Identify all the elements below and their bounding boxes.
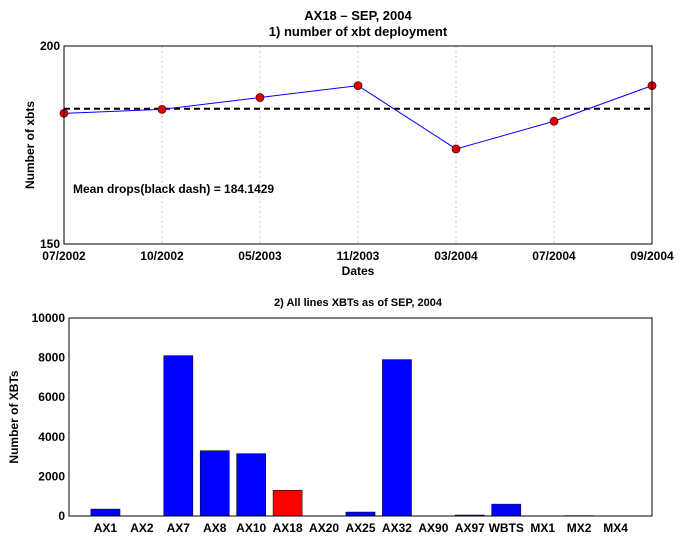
bar [382, 360, 411, 516]
bar-chart-bars [91, 356, 594, 516]
data-point [158, 105, 166, 113]
y-tick-label: 8000 [38, 351, 65, 365]
line-chart-x-label: Dates [342, 264, 375, 278]
line-chart-title: 1) number of xbt deployment [269, 24, 448, 39]
bar [492, 504, 521, 516]
x-tick-label: 09/2004 [630, 249, 674, 263]
x-tick-label: AX20 [309, 521, 339, 535]
bar-chart-y-ticks: 0 2000 4000 6000 8000 10000 [32, 311, 66, 523]
data-point [354, 82, 362, 90]
x-tick-label: AX18 [273, 521, 303, 535]
x-tick-label: 07/2002 [42, 249, 86, 263]
bar [200, 451, 229, 516]
data-point [256, 93, 264, 101]
x-tick-label: AX90 [418, 521, 448, 535]
bar-chart-y-label: Number of XBTs [7, 370, 21, 463]
y-tick-label: 4000 [38, 430, 65, 444]
y-tick-label: 6000 [38, 390, 65, 404]
bar-chart-title: 2) All lines XBTs as of SEP, 2004 [274, 297, 443, 309]
bar [164, 356, 193, 516]
x-tick-label: MX1 [530, 521, 555, 535]
data-point [550, 117, 558, 125]
figure-title: AX18 – SEP, 2004 [304, 8, 412, 23]
x-tick-label: AX2 [130, 521, 154, 535]
x-tick-label: 03/2004 [434, 249, 478, 263]
x-tick-label: AX7 [167, 521, 191, 535]
y-tick-label: 2000 [38, 469, 65, 483]
line-chart-grid [162, 46, 554, 244]
x-tick-label: 07/2004 [532, 249, 576, 263]
data-point [452, 145, 460, 153]
bar [91, 509, 120, 516]
y-tick-label: 200 [40, 39, 60, 53]
x-tick-label: AX97 [455, 521, 485, 535]
line-chart-x-ticks: 07/2002 10/2002 05/2003 11/2003 03/2004 07/20… [42, 249, 674, 263]
x-tick-label: MX4 [603, 521, 628, 535]
y-tick-label: 10000 [32, 311, 66, 325]
bar [273, 490, 302, 516]
y-tick-label: 0 [58, 509, 65, 523]
bar [237, 454, 266, 516]
x-tick-label: AX25 [345, 521, 375, 535]
x-tick-label: WBTS [489, 521, 524, 535]
x-tick-label: 11/2003 [337, 249, 380, 263]
bar-chart-x-ticks: AX1 AX2 AX7 AX8 AX10 AX18 AX20 AX25 AX32 AX90 AX97… [94, 521, 628, 535]
x-tick-label: AX8 [203, 521, 227, 535]
bar [346, 512, 375, 516]
figure: AX18 – SEP, 2004 1) number of xbt deploy… [0, 0, 680, 536]
line-chart-frame [64, 46, 652, 244]
line-chart-annotation: Mean drops(black dash) = 184.1429 [73, 182, 274, 196]
x-tick-label: AX32 [382, 521, 412, 535]
x-tick-label: MX2 [567, 521, 592, 535]
x-tick-label: 10/2002 [140, 249, 184, 263]
bar-chart-frame [69, 318, 652, 516]
x-tick-label: 05/2003 [238, 249, 282, 263]
x-tick-label: AX10 [236, 521, 266, 535]
line-chart-y-label: Number of xbts [23, 101, 37, 189]
x-tick-label: AX1 [94, 521, 118, 535]
